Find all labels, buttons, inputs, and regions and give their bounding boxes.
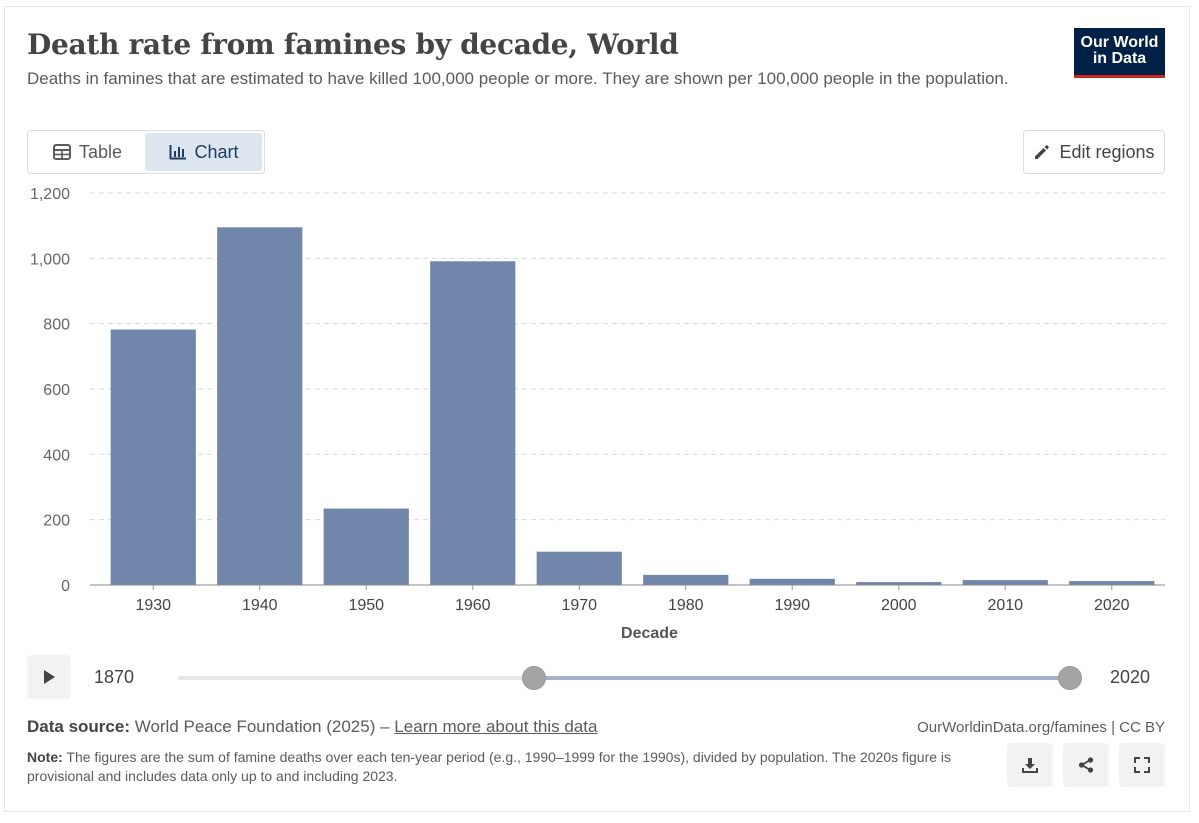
- fullscreen-icon: [1134, 757, 1150, 773]
- x-tick-label: 2010: [987, 597, 1023, 614]
- bar: [856, 582, 942, 585]
- bar: [217, 227, 303, 586]
- tab-table-label: Table: [78, 141, 123, 162]
- download-button[interactable]: [1007, 743, 1053, 787]
- table-icon: [52, 144, 71, 160]
- x-tick-label: 1980: [668, 597, 704, 614]
- x-tick-label: 1970: [561, 597, 597, 614]
- fullscreen-button[interactable]: [1119, 743, 1165, 787]
- learn-more-link[interactable]: Learn more about this data: [394, 717, 598, 736]
- timeline-end-label: 2020: [1110, 667, 1151, 687]
- bar-chart: 0 200 400 600 800 1,000 1,200 1930 1940 1950 1960 1…: [30, 186, 1165, 642]
- y-tick-label: 1,000: [30, 251, 70, 268]
- logo-line-2: in Data: [1092, 50, 1147, 67]
- chart-subtitle: Deaths in famines that are estimated to …: [27, 69, 1009, 88]
- x-tick-label: 1990: [774, 597, 810, 614]
- y-tick-label: 0: [61, 578, 70, 595]
- play-icon: [44, 670, 55, 684]
- bar: [962, 580, 1048, 585]
- chart-title: Death rate from famines by decade, World: [27, 28, 679, 61]
- share-button[interactable]: [1063, 743, 1109, 787]
- x-tick-label: 1960: [455, 597, 491, 614]
- x-tick-label: 1950: [348, 597, 384, 614]
- x-tick-label: 2020: [1094, 597, 1130, 614]
- download-icon: [1022, 758, 1038, 773]
- data-source: Data source: World Peace Foundation (202…: [27, 717, 597, 737]
- x-tick-label: 1930: [135, 597, 171, 614]
- tab-table[interactable]: Table: [30, 133, 145, 171]
- x-tick-label: 2000: [881, 597, 917, 614]
- share-icon: [1078, 757, 1094, 773]
- bar: [430, 261, 516, 585]
- chart-note: Note: The figures are the sum of famine …: [27, 748, 987, 786]
- x-axis-label: Decade: [621, 625, 678, 642]
- credit-line[interactable]: OurWorldinData.org/famines | CC BY: [917, 719, 1165, 736]
- bar: [1069, 581, 1155, 585]
- pencil-icon: [1035, 145, 1050, 159]
- edit-regions-button[interactable]: Edit regions: [1023, 130, 1165, 174]
- timeline-end-handle[interactable]: [1058, 666, 1082, 690]
- bar: [110, 329, 196, 585]
- owid-logo[interactable]: Our World in Data: [1074, 28, 1165, 78]
- timeline-selected-range: [534, 676, 1070, 680]
- play-button[interactable]: [27, 655, 71, 699]
- logo-line-1: Our World: [1080, 34, 1159, 51]
- chart-frame: [4, 6, 1190, 812]
- bar: [323, 508, 409, 585]
- y-tick-label: 800: [43, 317, 70, 334]
- bar: [536, 551, 622, 585]
- bar-chart-icon: [169, 145, 186, 160]
- y-tick-label: 200: [43, 513, 70, 530]
- data-source-prefix: Data source:: [27, 717, 130, 736]
- edit-regions-label: Edit regions: [1059, 141, 1155, 162]
- bar: [643, 574, 729, 585]
- y-tick-label: 1,200: [30, 186, 70, 203]
- data-source-text: World Peace Foundation (2025) –: [129, 717, 395, 736]
- tab-chart-label: Chart: [194, 141, 239, 162]
- note-text: The figures are the sum of famine deaths…: [27, 749, 952, 784]
- timeline-start-label: 1870: [94, 667, 135, 687]
- y-tick-label: 400: [43, 447, 70, 464]
- tab-chart[interactable]: Chart: [145, 133, 262, 171]
- timeline-start-handle[interactable]: [522, 666, 546, 690]
- bar: [749, 578, 835, 585]
- view-tabs: Table Chart: [27, 130, 265, 174]
- x-tick-label: 1940: [242, 597, 278, 614]
- note-prefix: Note:: [27, 749, 63, 765]
- y-tick-label: 600: [43, 382, 70, 399]
